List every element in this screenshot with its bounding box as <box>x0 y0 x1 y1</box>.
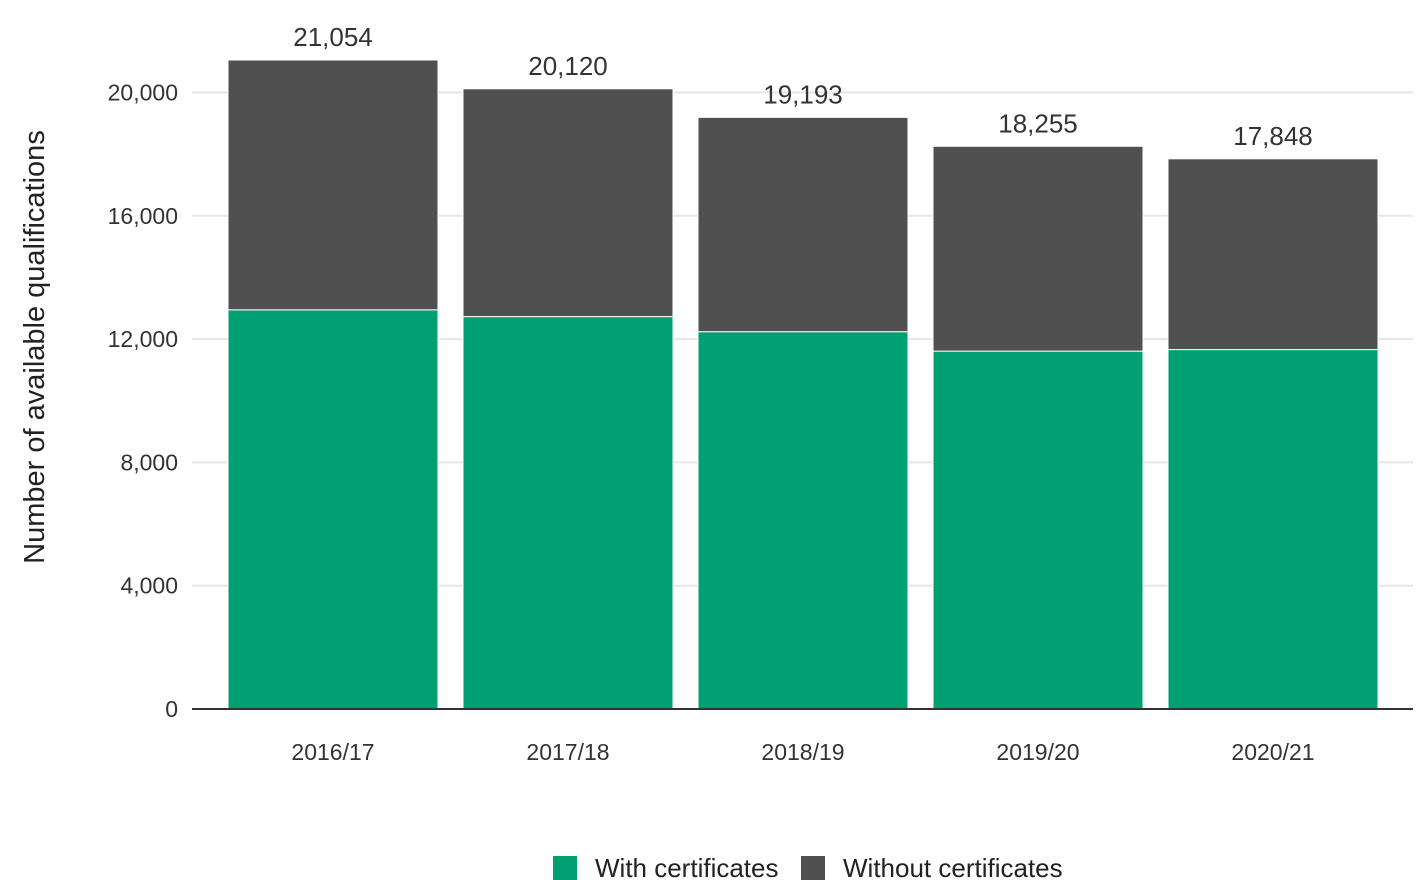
bar-without-certificates <box>1167 158 1379 351</box>
y-tick-label: 4,000 <box>120 573 178 599</box>
bar-with-certificates <box>227 309 439 710</box>
bars <box>227 59 1379 710</box>
total-labels: 21,054 20,120 19,193 18,255 17,848 <box>293 22 1313 151</box>
bar-with-certificates <box>932 350 1144 710</box>
legend-label-without-certificates: Without certificates <box>843 853 1063 880</box>
bar-without-certificates <box>932 145 1144 352</box>
y-axis-title: Number of available qualifications <box>19 130 51 564</box>
total-label: 20,120 <box>528 51 608 81</box>
legend-label-with-certificates: With certificates <box>595 853 779 880</box>
bar-with-certificates <box>462 316 674 710</box>
total-label: 19,193 <box>763 79 843 109</box>
y-axis-ticks: 0 4,000 8,000 12,000 16,000 20,000 <box>108 79 178 722</box>
total-label: 17,848 <box>1233 121 1313 151</box>
y-tick-label: 12,000 <box>108 326 178 352</box>
total-label: 18,255 <box>998 108 1078 138</box>
legend: With certificates Without certificates <box>553 853 1063 880</box>
bar-without-certificates <box>227 59 439 311</box>
legend-swatch-with-certificates <box>553 856 577 880</box>
x-tick-label: 2018/19 <box>761 739 844 765</box>
x-tick-label: 2019/20 <box>996 739 1079 765</box>
legend-swatch-without-certificates <box>801 856 825 880</box>
x-tick-label: 2020/21 <box>1231 739 1314 765</box>
y-tick-label: 16,000 <box>108 203 178 229</box>
bar-with-certificates <box>697 331 909 710</box>
bar-with-certificates <box>1167 349 1379 710</box>
bar-without-certificates <box>462 88 674 318</box>
x-tick-label: 2017/18 <box>526 739 609 765</box>
bar-without-certificates <box>697 116 909 333</box>
y-tick-label: 0 <box>165 696 178 722</box>
x-tick-label: 2016/17 <box>291 739 374 765</box>
y-tick-label: 8,000 <box>120 449 178 475</box>
y-tick-label: 20,000 <box>108 79 178 105</box>
x-axis-ticks: 2016/17 2017/18 2018/19 2019/20 2020/21 <box>291 739 1314 765</box>
total-label: 21,054 <box>293 22 373 52</box>
